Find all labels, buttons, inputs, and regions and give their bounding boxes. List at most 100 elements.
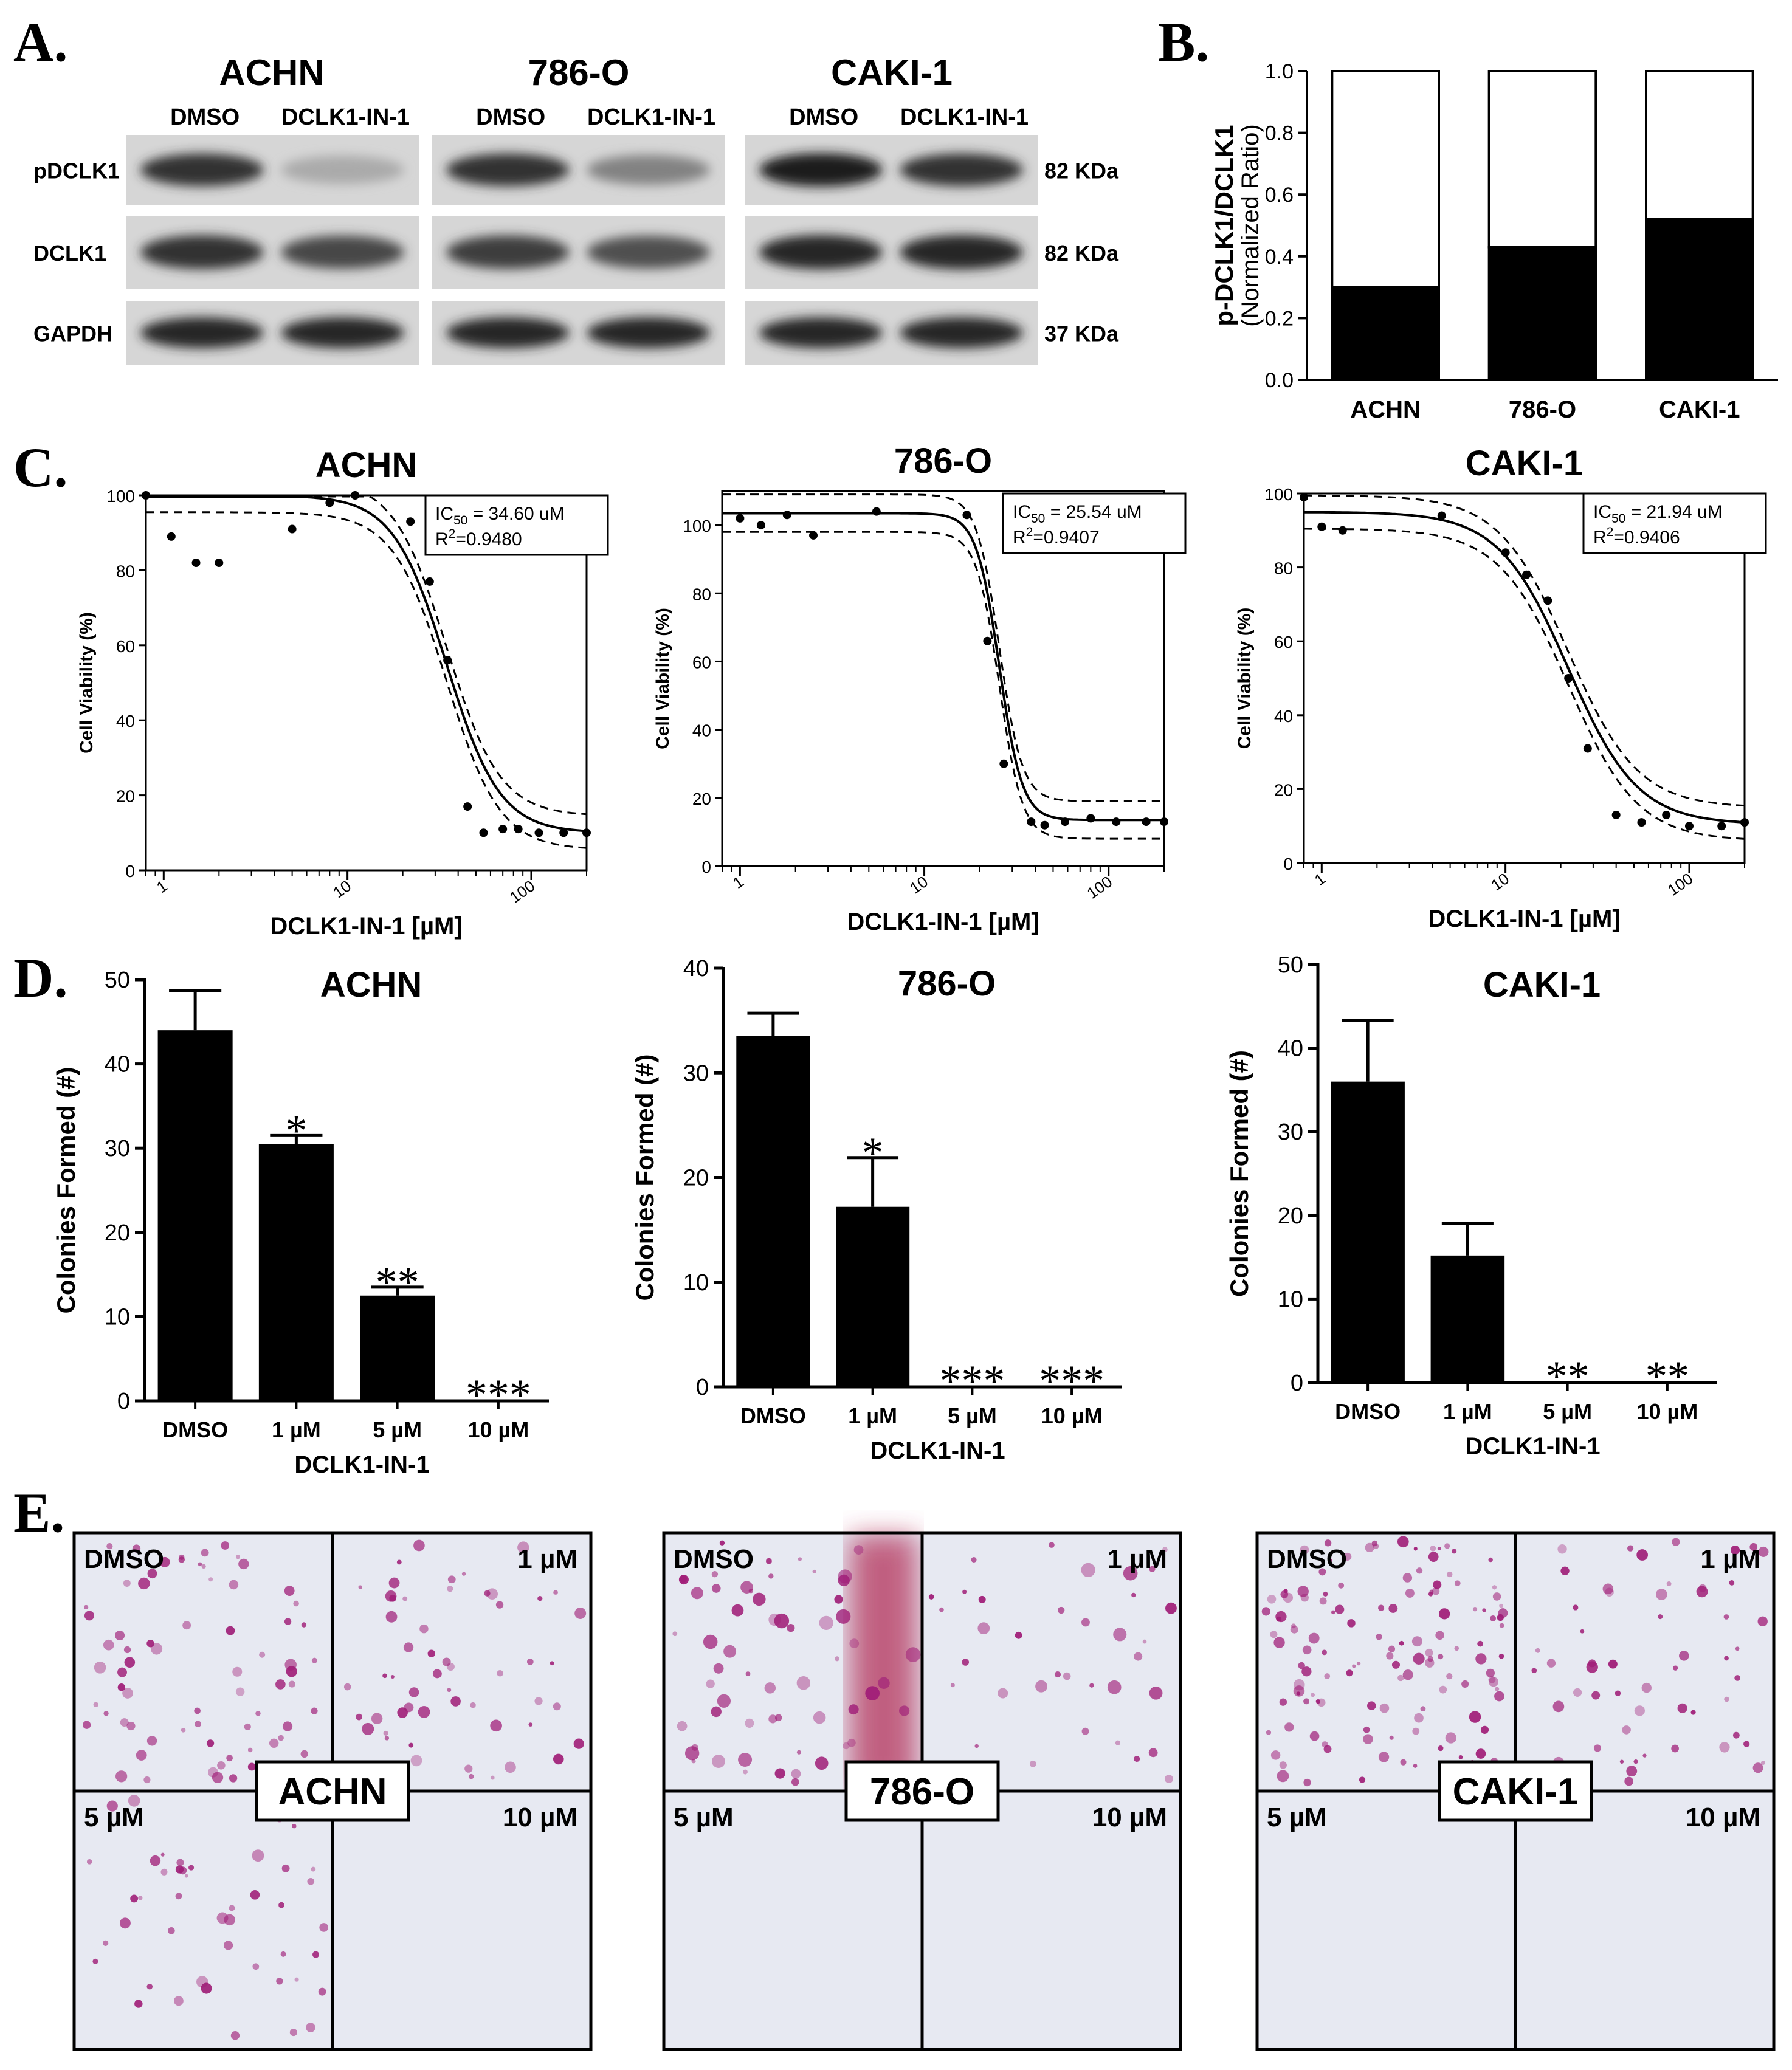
stained-colony — [1149, 1566, 1156, 1572]
stained-colony — [1602, 1583, 1614, 1595]
cell-line-label-box — [1438, 1760, 1593, 1822]
stained-colony — [226, 1755, 233, 1762]
stained-colony — [977, 1622, 990, 1634]
stained-colony — [1142, 1639, 1147, 1644]
data-point — [1317, 522, 1326, 531]
significance-marker: *** — [939, 1357, 1005, 1405]
y-tick-label: 0.4 — [1265, 246, 1294, 269]
stained-colony — [740, 1581, 753, 1594]
stained-colony — [143, 1776, 151, 1784]
stained-colony — [1324, 1673, 1331, 1679]
y-axis-label: Colonies Formed (#) — [52, 1067, 80, 1313]
significance-marker: *** — [466, 1370, 531, 1419]
stained-colony — [1499, 1623, 1504, 1628]
y-tick-label: 40 — [1278, 1036, 1303, 1062]
stained-colony — [388, 1577, 400, 1589]
blot-band — [281, 235, 404, 269]
stained-colony — [195, 1721, 201, 1728]
y-axis-label: p-DCLK1/DCLK1 — [1210, 125, 1238, 326]
stained-colony — [134, 2000, 143, 2008]
stained-colony — [212, 1772, 224, 1783]
stained-colony — [1331, 1610, 1335, 1615]
stained-colony — [1488, 1557, 1493, 1563]
stained-colony — [711, 1706, 722, 1718]
stained-colony — [1482, 1608, 1486, 1612]
stained-colony — [1324, 1539, 1332, 1547]
stained-colony — [834, 1656, 840, 1662]
y-axis-label: Cell Viability (%) — [1235, 608, 1255, 749]
stained-colony — [691, 1744, 698, 1751]
stained-colony — [1546, 1659, 1556, 1668]
stained-colony — [115, 1770, 128, 1783]
stained-colony — [289, 2029, 298, 2037]
data-point — [1160, 817, 1168, 827]
stained-colony — [198, 1562, 202, 1567]
blot-cell-line-title: ACHN — [219, 52, 324, 93]
stained-colony — [1338, 1582, 1345, 1589]
blot-lane-label: DCLK1-IN-1 — [587, 105, 715, 130]
stained-colony — [1433, 1580, 1442, 1589]
stained-colony — [1089, 1683, 1094, 1688]
stained-colony — [1696, 1586, 1708, 1598]
stained-colony — [678, 1575, 689, 1585]
stained-colony — [950, 1683, 955, 1688]
stacked-bar-segment — [1487, 70, 1597, 249]
stained-colony — [1352, 1664, 1356, 1668]
colony-panel-frame — [1255, 1531, 1776, 2051]
stained-colony — [962, 1659, 970, 1666]
stained-colony — [743, 1769, 748, 1775]
x-category-label: DMSO — [162, 1417, 228, 1442]
colony-well-background — [1515, 1791, 1774, 2049]
stained-colony — [276, 1978, 283, 1985]
stained-colony — [1730, 1546, 1740, 1555]
stained-colony — [1531, 1668, 1537, 1674]
stained-colony — [383, 1730, 388, 1736]
stained-colony — [1413, 1547, 1418, 1551]
stain-haze — [850, 1535, 917, 1789]
stained-colony — [1626, 1766, 1638, 1777]
stained-colony — [1343, 1552, 1352, 1561]
quadrant-label: 5 µM — [674, 1803, 734, 1832]
stained-colony — [427, 1649, 435, 1657]
stained-colony — [1267, 1595, 1277, 1604]
stained-colony — [1557, 1544, 1567, 1554]
stained-colony — [1677, 1703, 1687, 1713]
stained-colony — [382, 1673, 387, 1679]
x-tick-label: 100 — [1083, 872, 1115, 902]
data-point — [1142, 817, 1151, 827]
stained-colony — [1319, 1597, 1327, 1605]
colony-well-background — [1257, 1791, 1515, 2049]
stained-colony — [517, 1541, 529, 1553]
stained-colony — [1058, 1606, 1065, 1614]
stained-colony — [1015, 1631, 1022, 1639]
y-tick-label: 100 — [1264, 485, 1293, 504]
stained-colony — [292, 1823, 297, 1829]
blot-band — [587, 317, 710, 348]
stained-colony — [216, 1912, 229, 1924]
y-tick-label: 0.2 — [1265, 307, 1294, 330]
stained-colony — [939, 1607, 944, 1612]
y-tick-label: 80 — [1274, 559, 1293, 578]
y-tick-label: 10 — [105, 1304, 130, 1330]
y-tick-label: 10 — [1278, 1287, 1303, 1312]
panel-letter-c: C. — [13, 436, 67, 498]
stained-colony — [812, 1569, 816, 1574]
stained-colony — [574, 1607, 587, 1619]
stained-colony — [1275, 1611, 1287, 1623]
quadrant-label: 5 µM — [1267, 1803, 1327, 1832]
quadrant-label: 10 µM — [1092, 1803, 1167, 1832]
stained-colony — [1416, 1567, 1423, 1574]
stained-colony — [1445, 1732, 1456, 1744]
data-point — [1564, 674, 1573, 683]
stained-colony — [1371, 1540, 1378, 1547]
stained-colony — [1323, 1591, 1328, 1597]
y-axis-label: Cell Viability (%) — [77, 612, 97, 754]
stained-colony — [284, 1618, 292, 1625]
stained-colony — [1165, 1602, 1177, 1614]
stained-colony — [1438, 1654, 1444, 1660]
stained-colony — [1488, 1676, 1496, 1683]
data-point — [809, 531, 818, 540]
stained-colony — [402, 1596, 408, 1601]
stained-colony — [115, 1631, 125, 1641]
stained-colony — [150, 1855, 161, 1866]
